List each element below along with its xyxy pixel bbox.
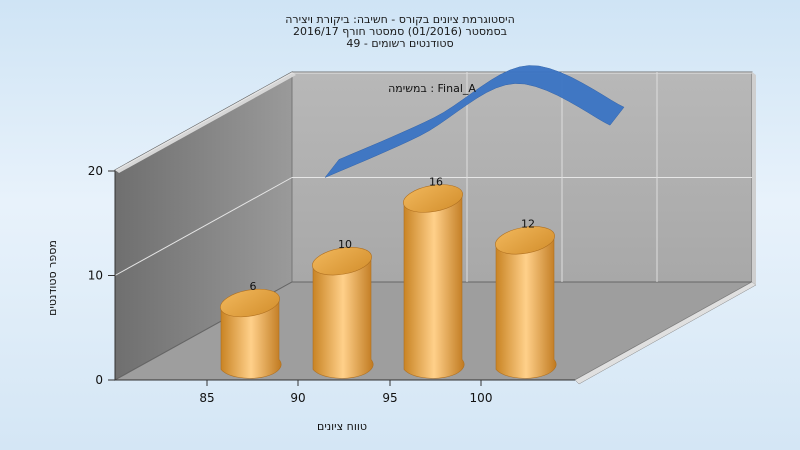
x-tick-label: 90 xyxy=(290,391,305,405)
back-wall-right-edge xyxy=(752,72,756,285)
y-ticks: 0 10 20 xyxy=(88,164,115,387)
x-tick-label: 95 xyxy=(382,391,397,405)
bars: 6 10 16 12 xyxy=(220,176,557,379)
bar-top xyxy=(312,247,372,276)
gridline-side xyxy=(114,177,293,276)
bar-body xyxy=(220,297,282,379)
top-edge xyxy=(115,72,296,173)
bar-100: 12 xyxy=(495,217,557,379)
bar-top xyxy=(403,184,463,213)
bar-85: 6 xyxy=(220,280,282,379)
y-tick-label: 0 xyxy=(95,373,103,387)
chart-title-line-2: בסמסטר (01/2016) סמסטר חורף 2016/17 xyxy=(293,25,507,38)
bar-95: 16 xyxy=(403,176,465,379)
annotation-label: במשימה : Final_A xyxy=(388,82,476,95)
x-axis-label: טווח ציונים xyxy=(317,420,367,433)
bar-value-label: 16 xyxy=(429,176,443,189)
chart-title-line-3: סטודנטים רשומים - 49 xyxy=(346,37,453,50)
gridline-side xyxy=(114,72,293,172)
x-tick-label: 100 xyxy=(470,391,493,405)
bar-value-label: 6 xyxy=(250,280,257,293)
bar-90: 10 xyxy=(312,238,374,379)
x-tick-label: 85 xyxy=(199,391,214,405)
bar-top xyxy=(220,288,280,318)
bar-value-label: 10 xyxy=(338,238,352,251)
bar-value-label: 12 xyxy=(521,217,535,230)
chart-title-line-1: היסטוגרמת ציונים בקורס - חשיבה: ביקורת ו… xyxy=(285,13,515,26)
y-axis-label: מספר סטודנטים xyxy=(46,240,59,316)
y-tick-label: 20 xyxy=(88,164,103,178)
y-tick-label: 10 xyxy=(88,269,103,283)
bar-top xyxy=(495,226,555,255)
bar-body xyxy=(312,255,374,379)
gridlines xyxy=(114,72,752,282)
bar-body xyxy=(403,193,465,379)
line-series xyxy=(324,65,625,179)
bar-body xyxy=(495,234,557,379)
x-ticks: 85 90 95 100 xyxy=(199,380,492,405)
